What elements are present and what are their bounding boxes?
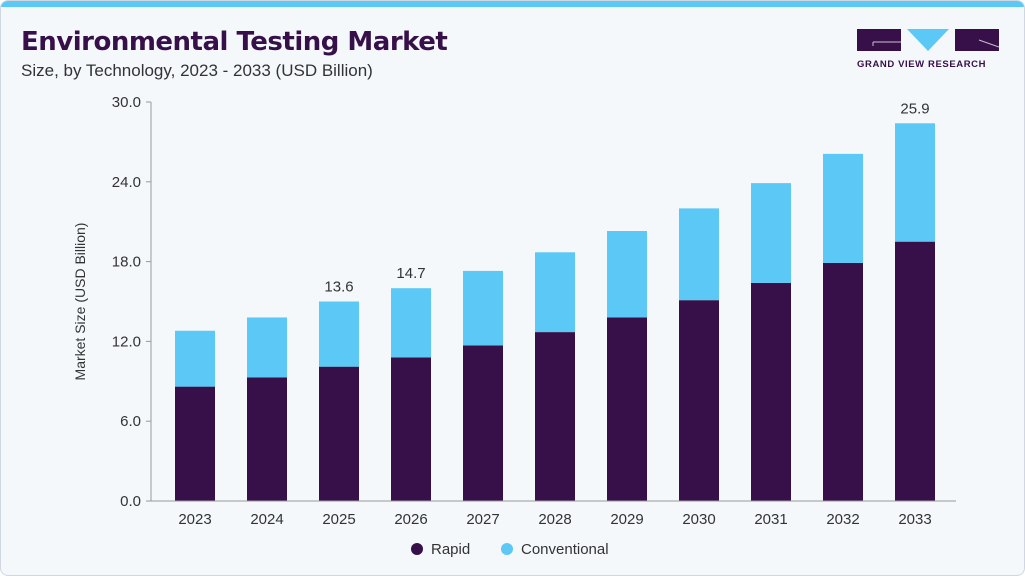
x-tick-label: 2031	[754, 511, 787, 528]
data-label-2026: 14.7	[396, 265, 425, 282]
y-tick-label: 6.0	[120, 413, 141, 430]
y-tick-label: 0.0	[120, 493, 141, 510]
bar-conventional-2025	[319, 301, 359, 367]
x-tick-label: 2029	[610, 511, 643, 528]
x-tick-label: 2028	[538, 511, 571, 528]
chart-subtitle: Size, by Technology, 2023 - 2033 (USD Bi…	[21, 61, 373, 80]
bar-conventional-2032	[823, 153, 863, 263]
bar-rapid-2028	[535, 332, 575, 501]
x-tick-label: 2027	[466, 511, 499, 528]
bar-conventional-2026	[391, 288, 431, 358]
bar-conventional-2027	[463, 270, 503, 346]
y-tick-label: 12.0	[112, 333, 141, 350]
x-tick-label: 2032	[826, 511, 859, 528]
data-label-2033: 25.9	[900, 100, 929, 117]
bar-rapid-2033	[895, 241, 935, 501]
bar-conventional-2033	[895, 123, 935, 242]
x-tick-label: 2030	[682, 511, 715, 528]
bar-rapid-2031	[751, 282, 791, 501]
y-tick-label: 24.0	[112, 174, 141, 191]
x-tick-label: 2026	[394, 511, 427, 528]
bar-rapid-2024	[247, 377, 287, 501]
bar-conventional-2028	[535, 252, 575, 333]
x-tick-label: 2025	[322, 511, 355, 528]
logo-text: GRAND VIEW RESEARCH	[857, 59, 987, 70]
bar-rapid-2025	[319, 366, 359, 501]
bar-rapid-2030	[679, 300, 719, 501]
legend-marker-conventional	[501, 543, 513, 555]
chart-title: Environmental Testing Market	[21, 27, 448, 57]
x-tick-label: 2023	[178, 511, 211, 528]
bar-rapid-2029	[607, 317, 647, 501]
legend-label-rapid: Rapid	[431, 541, 470, 558]
legend-label-conventional: Conventional	[521, 541, 609, 558]
legend-marker-rapid	[411, 543, 423, 555]
y-tick-label: 30.0	[112, 94, 141, 111]
bar-conventional-2030	[679, 208, 719, 301]
x-tick-label: 2033	[898, 511, 931, 528]
y-axis-label: Market Size (USD Billion)	[72, 223, 88, 381]
y-tick-label: 18.0	[112, 254, 141, 271]
bar-conventional-2023	[175, 330, 215, 387]
grand-view-research-logo	[857, 29, 999, 51]
bar-rapid-2026	[391, 357, 431, 501]
data-label-2025: 13.6	[324, 279, 353, 296]
accent-bar	[1, 1, 1024, 7]
bar-rapid-2023	[175, 386, 215, 501]
bar-rapid-2027	[463, 345, 503, 501]
bar-conventional-2024	[247, 317, 287, 378]
x-tick-label: 2024	[250, 511, 283, 528]
bar-conventional-2031	[751, 183, 791, 283]
bar-rapid-2032	[823, 262, 863, 501]
bar-conventional-2029	[607, 231, 647, 318]
